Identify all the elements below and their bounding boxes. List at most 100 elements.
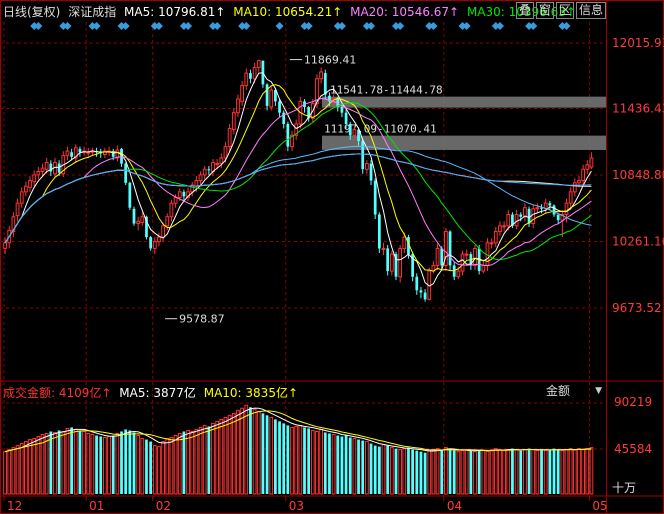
candle-body [523, 207, 527, 218]
volume-bar [328, 433, 331, 494]
volume-bar [531, 449, 536, 495]
event-marker [209, 22, 218, 30]
price-tick-label: 9673.52 [612, 301, 662, 315]
volume-bar [310, 429, 315, 495]
event-marker [425, 22, 434, 30]
price-tick-label: 12015.91 [612, 36, 664, 50]
candle-body [236, 98, 240, 114]
volume-bar [498, 449, 502, 495]
volume-bar [211, 422, 215, 495]
volume-bar [481, 450, 486, 495]
volume-bar [564, 449, 569, 495]
window-button[interactable]: 窗 [535, 2, 554, 19]
event-marker [184, 22, 193, 30]
ma20-readout: MA20: 10546.67↑ [350, 5, 460, 19]
volume-bar [107, 436, 111, 495]
volume-bar [381, 444, 386, 495]
event-marker [154, 22, 163, 30]
volume-bar [194, 428, 199, 495]
candle-body [240, 85, 244, 102]
candle-body [15, 202, 20, 217]
event-marker [367, 22, 376, 30]
volume-bar [207, 426, 211, 494]
candle-body [511, 214, 514, 226]
candle-body [564, 202, 569, 215]
time-tick-label: 02 [156, 499, 171, 513]
candle-body [65, 150, 70, 157]
volume-bar [11, 447, 16, 495]
volume-bar [61, 430, 66, 495]
volume-bar [132, 432, 136, 494]
candle-body [498, 225, 502, 232]
candle-body [165, 216, 170, 227]
candle-body [219, 157, 224, 165]
volume-bar [585, 448, 590, 495]
candle-body [357, 129, 360, 141]
time-tick-label: 05 [592, 499, 607, 513]
volume-bar [444, 447, 448, 495]
candle-body [124, 163, 128, 183]
candle-body [381, 247, 386, 250]
gap-zone-label: 11541.78-11444.78 [330, 84, 443, 97]
chevron-down-icon: ▼ [595, 386, 602, 396]
volume-bar [249, 407, 252, 494]
event-marker [558, 22, 567, 30]
overlay-button[interactable]: 叠 [515, 2, 534, 19]
volume-bar [365, 441, 369, 495]
volume-bar [548, 449, 552, 494]
event-marker [300, 22, 309, 30]
volume-bar [423, 452, 427, 494]
event-marker [491, 22, 500, 30]
volume-bar [269, 416, 274, 495]
candle-body [506, 213, 511, 227]
section-button[interactable]: 区 [555, 2, 574, 19]
volume-metric-select[interactable]: 金额 ▼ [522, 383, 602, 399]
volume-bar [407, 447, 410, 494]
candle-body [294, 123, 299, 136]
volume-bar [261, 413, 265, 494]
volume-bar [124, 429, 128, 494]
candle-body [481, 264, 486, 272]
candle-body [265, 84, 269, 106]
candle-body [319, 71, 324, 80]
candle-body [152, 241, 157, 249]
candle-body [407, 237, 410, 255]
volume-bar [489, 449, 494, 495]
volume-bar [111, 435, 115, 494]
candle-body [423, 292, 427, 300]
info-button[interactable]: 信息 [575, 2, 606, 19]
volume-bar [440, 449, 444, 494]
volume-bar [40, 433, 45, 495]
vol-ma10-readout: MA10: 3835亿↑ [203, 386, 299, 400]
candle-body [3, 242, 7, 249]
volume-bar [386, 445, 390, 494]
volume-bar [161, 441, 165, 495]
candle-body [448, 231, 452, 266]
volume-bar [103, 437, 107, 495]
candle-body [502, 225, 506, 228]
volume-bar [136, 434, 141, 495]
event-marker [525, 22, 534, 30]
volume-bar [519, 450, 523, 494]
candle-body [323, 73, 327, 95]
period-label[interactable]: 日线(复权) [3, 5, 61, 19]
candle-body [40, 167, 45, 173]
volume-bar [198, 426, 203, 495]
volume-bar [435, 448, 440, 495]
volume-bar [535, 450, 540, 495]
volume-bar [307, 428, 311, 494]
volume-bar [49, 431, 53, 494]
candle-body [568, 191, 573, 204]
candle-body [128, 182, 132, 208]
candle-body [36, 171, 41, 176]
candle-body [70, 152, 73, 157]
event-marker [462, 22, 471, 30]
volume-bar [202, 424, 207, 495]
candle-body [348, 123, 352, 136]
candle-body [460, 253, 465, 272]
volume-bar [473, 451, 477, 495]
event-marker [59, 22, 68, 30]
index-name: 深证成指 [68, 5, 117, 19]
candle-body [256, 60, 261, 68]
